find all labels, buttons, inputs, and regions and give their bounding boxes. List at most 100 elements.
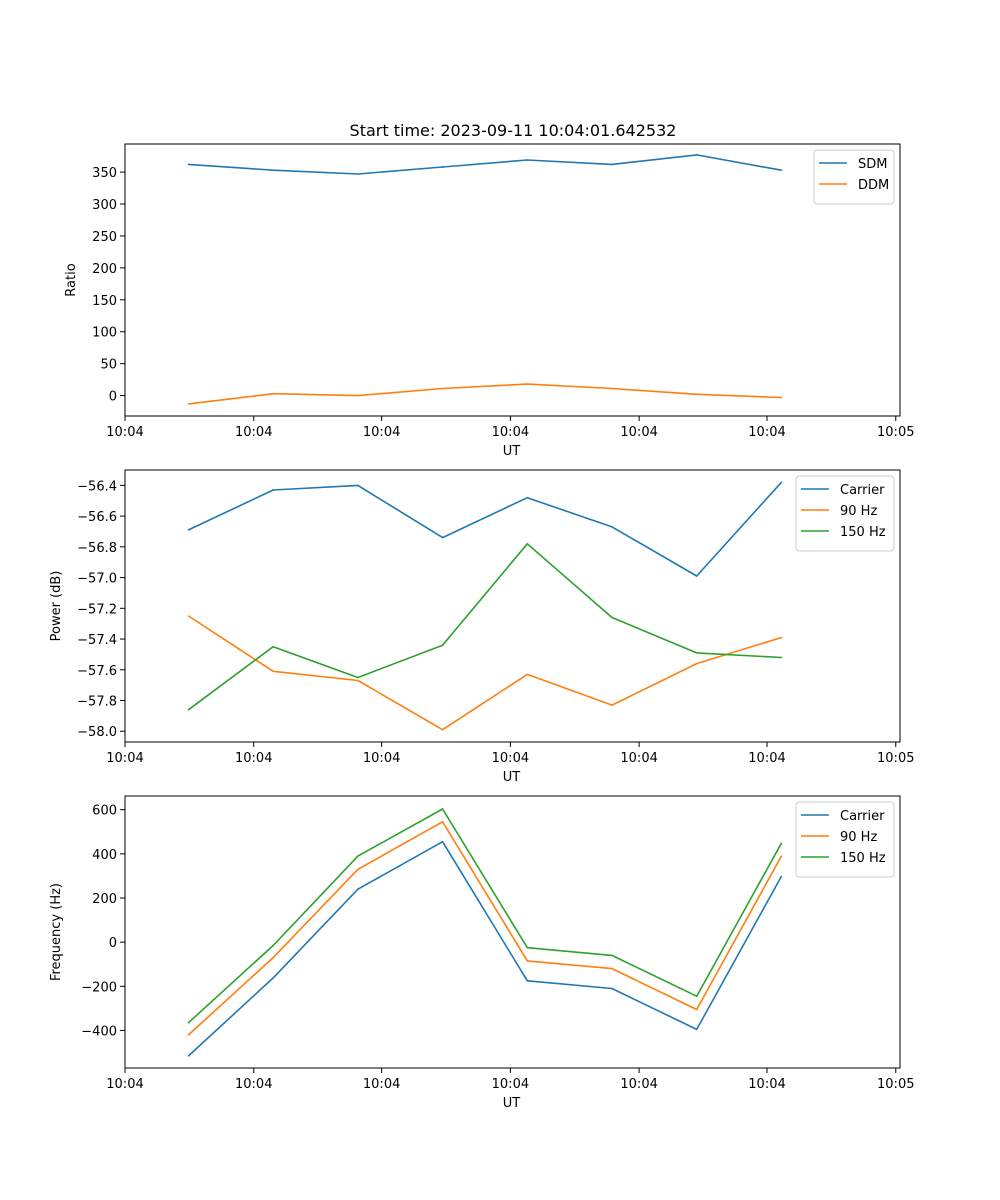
data-point <box>611 163 613 166</box>
x-tick-label: 10:04 <box>748 1077 785 1092</box>
data-point <box>187 615 190 617</box>
chart-panel-3: 10:04 10:04 10:04 10:04 10:04 10:04 10:05 −400 −… <box>49 795 914 1111</box>
data-point <box>695 393 698 396</box>
y-tick-label: −56.4 <box>77 479 117 494</box>
legend-label: Carrier <box>840 483 885 498</box>
data-point <box>780 656 783 659</box>
data-point <box>357 855 359 857</box>
data-point <box>695 154 698 156</box>
x-tick-label: 10:04 <box>363 425 400 440</box>
series-line-carrier <box>188 481 782 577</box>
x-tick-label: 10:05 <box>877 751 914 766</box>
x-tick-label: 10:04 <box>235 751 272 766</box>
data-point <box>780 855 783 857</box>
data-point <box>695 995 698 998</box>
x-tick-label: 10:04 <box>620 1077 657 1092</box>
legend-label: DDM <box>858 178 889 193</box>
y-tick-label: −57.4 <box>77 633 117 648</box>
x-tick-label: 10:04 <box>235 425 272 440</box>
x-tick-label: 10:04 <box>106 425 143 440</box>
data-point <box>357 484 359 487</box>
chart-panel-2: 10:04 10:04 10:04 10:04 10:04 10:04 10:05 −58.0… <box>49 469 914 785</box>
series-line-90-hz <box>188 615 782 731</box>
data-point <box>611 704 613 706</box>
series-line-ddm <box>188 383 782 405</box>
plot-area-frame <box>124 795 901 1069</box>
y-tick-label: 150 <box>92 294 117 309</box>
y-tick-label: 400 <box>92 848 117 863</box>
y-tick-label: 250 <box>92 230 117 245</box>
data-point <box>695 1028 698 1031</box>
series-line-carrier <box>187 840 783 1057</box>
x-tick-label: 10:04 <box>620 425 657 440</box>
legend-box <box>795 475 895 552</box>
y-tick-label: 300 <box>92 198 117 213</box>
x-tick-label: 10:04 <box>363 1077 400 1092</box>
data-point <box>187 529 190 531</box>
data-point <box>526 496 529 499</box>
y-tick-label: 0 <box>109 390 117 405</box>
x-tick-label: 10:04 <box>106 751 143 766</box>
data-point <box>272 944 275 947</box>
data-point <box>187 163 190 166</box>
data-point <box>526 946 529 949</box>
x-tick-label: 10:04 <box>748 751 785 766</box>
y-axis-label: Power (dB) <box>49 571 64 642</box>
y-tick-label: 200 <box>92 892 117 907</box>
data-point <box>441 840 444 843</box>
x-tick-label: 10:04 <box>492 1077 529 1092</box>
data-point <box>187 1034 190 1036</box>
plot-area-frame <box>124 143 901 417</box>
y-axis-label: Ratio <box>64 263 79 296</box>
data-point <box>526 159 529 161</box>
x-tick-label: 10:04 <box>363 751 400 766</box>
x-axis-label: UT <box>503 444 521 459</box>
y-tick-label: 200 <box>92 262 117 277</box>
x-tick-label: 10:05 <box>877 1077 914 1092</box>
legend-label: 150 Hz <box>840 525 886 540</box>
data-point <box>695 1008 698 1011</box>
data-point <box>272 169 275 171</box>
data-point <box>780 396 783 399</box>
series-line-150-hz <box>187 808 783 1024</box>
y-tick-label: −56.6 <box>77 510 117 525</box>
data-point <box>780 169 783 171</box>
x-tick-label: 10:04 <box>492 425 529 440</box>
y-tick-label: −56.8 <box>77 541 117 556</box>
data-point <box>272 977 275 979</box>
data-point <box>611 967 613 970</box>
data-point <box>272 645 275 648</box>
y-tick-label: −57.0 <box>77 572 117 587</box>
data-point <box>780 875 783 878</box>
y-tick-label: 50 <box>100 358 117 373</box>
x-axis-label: UT <box>503 1096 521 1111</box>
series-line-90-hz <box>187 820 783 1036</box>
legend-box <box>795 801 895 878</box>
legend: SDM DDM <box>813 149 895 205</box>
y-tick-label: 350 <box>92 166 117 181</box>
data-point <box>526 960 529 962</box>
y-tick-label: −200 <box>81 980 117 995</box>
data-point <box>187 1055 190 1057</box>
y-tick-label: 100 <box>92 326 117 341</box>
data-point <box>441 536 444 539</box>
data-point <box>526 673 529 676</box>
legend-label: 90 Hz <box>840 830 877 845</box>
x-tick-label: 10:04 <box>106 1077 143 1092</box>
y-tick-label: −57.6 <box>77 664 117 679</box>
data-point <box>695 662 698 665</box>
y-axis-label: Frequency (Hz) <box>49 883 64 981</box>
data-point <box>780 636 783 639</box>
data-point <box>526 542 529 545</box>
data-point <box>441 644 444 646</box>
data-point <box>611 526 613 528</box>
y-tick-label: 600 <box>92 804 117 819</box>
data-point <box>272 956 275 959</box>
x-tick-label: 10:04 <box>235 1077 272 1092</box>
data-point <box>272 670 275 673</box>
legend-label: SDM <box>858 157 887 172</box>
data-point <box>611 987 613 990</box>
legend-label: Carrier <box>840 809 885 824</box>
y-tick-label: 0 <box>109 936 117 951</box>
legend: Carrier 90 Hz 150 Hz <box>795 475 895 552</box>
